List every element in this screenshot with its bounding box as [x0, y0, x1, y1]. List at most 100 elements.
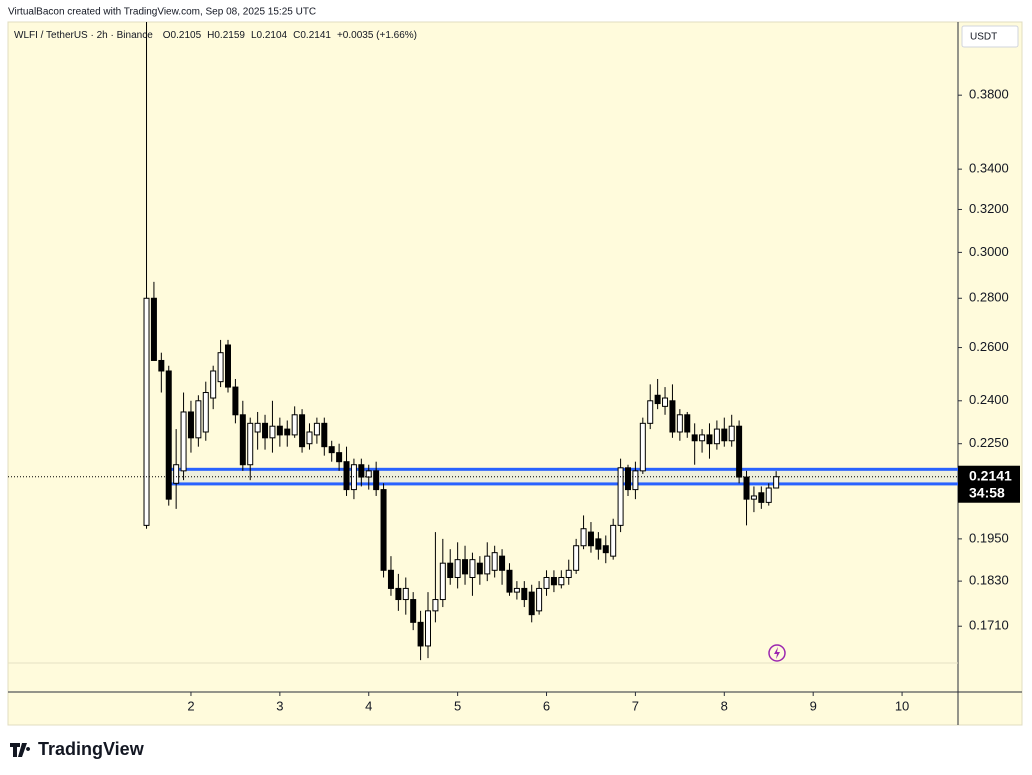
x-tick-label: 10 [895, 698, 909, 713]
candle-body [225, 344, 231, 388]
candle-body [247, 422, 254, 466]
candle-body [506, 569, 513, 593]
candle-body [736, 425, 743, 478]
candle-body [676, 414, 683, 433]
candle-body [336, 452, 343, 463]
x-tick-label: 2 [187, 698, 194, 713]
candle-body [210, 370, 217, 399]
candle-body [217, 352, 224, 383]
y-tick-label: 0.3200 [969, 201, 1009, 216]
candle-body [550, 576, 557, 586]
candle-body [765, 487, 772, 503]
x-tick-label: 9 [810, 698, 817, 713]
candle-body [743, 476, 750, 500]
countdown: 34:58 [969, 484, 1005, 500]
y-tick-label: 0.3000 [969, 244, 1009, 259]
y-tick-label: 0.2250 [969, 435, 1009, 450]
legend-letter: H [207, 30, 214, 41]
candle-body [284, 428, 291, 436]
candle-body [536, 587, 543, 612]
candle-body [425, 610, 431, 647]
candle-body [454, 559, 461, 578]
candle-body [343, 461, 350, 491]
candle-body [662, 397, 669, 407]
candle-body [328, 446, 335, 454]
currency: USDT [970, 32, 997, 43]
legend-value: 0.2141 [300, 30, 331, 41]
legend-letter: C [293, 30, 300, 41]
candle-body [602, 545, 609, 554]
candle-body [306, 431, 313, 445]
x-tick-label: 3 [276, 698, 283, 713]
candle-body [187, 411, 194, 439]
candle-body [750, 495, 757, 500]
candle-body [639, 422, 646, 472]
candle-body [617, 467, 624, 526]
y-tick-label: 0.2400 [969, 392, 1009, 407]
legend-change: +0.0035 (+1.66%) [337, 30, 417, 41]
candle-body [595, 538, 602, 550]
price-label-box [958, 465, 1020, 503]
candle-body [373, 470, 380, 491]
candle-body [625, 467, 631, 491]
candle-body [291, 414, 298, 436]
candle-body [513, 587, 520, 593]
candle-body [491, 552, 498, 571]
candle-body [758, 492, 765, 503]
y-tick-label: 0.1950 [969, 530, 1009, 545]
candle-body [484, 555, 491, 575]
price-label: 0.2141 [969, 467, 1012, 483]
candle-body [143, 297, 150, 526]
candle-body [313, 422, 320, 436]
candle-body [587, 531, 594, 547]
candle-body [195, 400, 202, 439]
candle-body [647, 400, 654, 424]
candle-body [469, 559, 476, 578]
candle-body [706, 434, 713, 445]
candle-body [528, 591, 535, 616]
candle-body [158, 359, 165, 372]
x-tick-label: 5 [454, 698, 461, 713]
candle-body [439, 562, 446, 601]
candle-body [380, 489, 387, 571]
candle-body [654, 394, 661, 405]
x-tick-label: 4 [365, 698, 372, 713]
candle-body [165, 370, 172, 500]
candle-body [447, 562, 454, 578]
candle-body [402, 587, 409, 601]
candle-body [276, 425, 283, 436]
brand-logo [10, 743, 31, 757]
candle-body [476, 562, 483, 575]
currency-box [961, 25, 1019, 48]
y-tick-label: 0.2600 [969, 339, 1009, 354]
x-tick-label: 7 [632, 698, 639, 713]
candle-body [173, 464, 180, 484]
alert-icon [768, 644, 786, 662]
candle-body [713, 428, 720, 445]
candle-body [202, 392, 209, 433]
brand: TradingView [38, 739, 145, 759]
legend-value: 0.2105 [171, 30, 202, 41]
candle-body [262, 422, 269, 439]
credit: VirtualBacon created with TradingView.co… [8, 7, 316, 18]
candle-body [150, 297, 157, 361]
y-tick-label: 0.1710 [969, 618, 1009, 633]
candle-body [299, 414, 306, 448]
candle-body [239, 414, 246, 466]
candle-body [417, 621, 424, 647]
candle-body [432, 599, 439, 612]
alert-icon-bolt [774, 647, 780, 659]
candle-body [232, 386, 239, 416]
candle-body [580, 528, 587, 547]
y-tick-label: 0.1830 [969, 573, 1009, 588]
candle-body [180, 411, 187, 472]
chart-background [7, 21, 1023, 726]
candle-body [321, 422, 328, 448]
plot [8, 22, 958, 661]
candle-body [462, 559, 469, 575]
candle-body [728, 425, 735, 442]
legend-value: 0.2104 [257, 30, 288, 41]
candle-body [358, 464, 365, 478]
y-tick-label: 0.3400 [969, 161, 1009, 176]
